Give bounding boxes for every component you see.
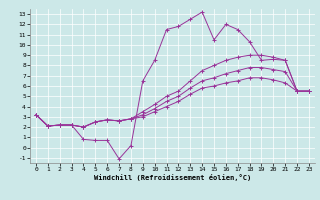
X-axis label: Windchill (Refroidissement éolien,°C): Windchill (Refroidissement éolien,°C) bbox=[94, 174, 251, 181]
